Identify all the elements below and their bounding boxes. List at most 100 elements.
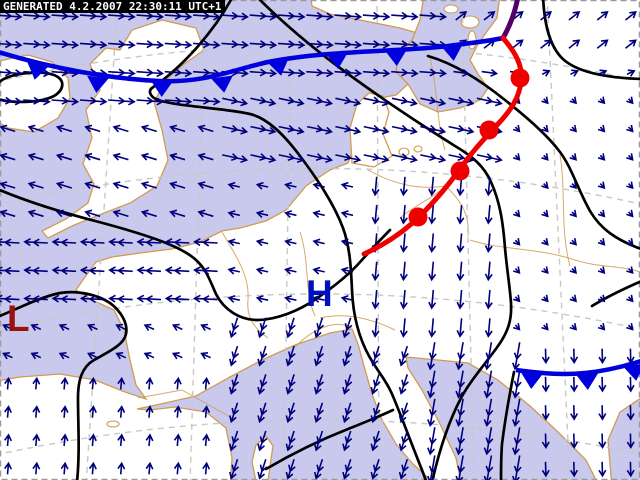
wind-arrow [0, 124, 16, 133]
wind-arrow [32, 376, 41, 390]
wind-arrow [427, 455, 437, 480]
wind-arrow [108, 266, 133, 275]
wind-arrow [456, 318, 465, 338]
wind-arrow [420, 96, 447, 107]
wind-arrow [27, 209, 44, 218]
wind-arrow [284, 295, 297, 303]
wind-arrow [448, 124, 475, 135]
wind-arrow [88, 461, 97, 475]
wind-arrow [512, 124, 521, 133]
cold-front-triangle [211, 75, 233, 93]
ionian-inlet [607, 397, 640, 480]
wind-arrow [340, 295, 354, 303]
small-island [467, 30, 477, 50]
wind-arrow [257, 345, 268, 367]
wind-arrow [370, 374, 381, 395]
wind-arrow [568, 39, 581, 49]
wind-arrow [284, 210, 297, 218]
wind-arrow [197, 181, 214, 189]
country-border [319, 315, 396, 331]
wind-arrow [173, 405, 182, 418]
wind-arrow [51, 40, 80, 49]
country-border-layer [137, 57, 640, 419]
wind-arrow [136, 96, 165, 106]
wind-arrow [420, 153, 447, 163]
wind-arrow [484, 176, 493, 197]
wind-arrow [88, 405, 97, 418]
wind-arrow [313, 402, 325, 424]
wind-arrow [249, 68, 278, 78]
wind-arrow [342, 430, 353, 452]
isobar [264, 408, 395, 471]
wind-arrow [32, 461, 41, 475]
wind-arrow [284, 266, 297, 275]
wind-arrow [0, 266, 20, 275]
wind-arrow [427, 370, 437, 399]
wind-arrow [597, 322, 606, 331]
wind-arrow [27, 152, 44, 161]
wind-arrow [455, 455, 466, 480]
wind-arrow [512, 322, 521, 331]
small-island [413, 145, 423, 153]
wind-arrow [512, 238, 521, 246]
wind-arrow [626, 433, 635, 450]
wind-arrow [84, 124, 101, 133]
wind-arrow [197, 124, 214, 133]
wind-arrow [569, 96, 578, 105]
cold-front-triangle [576, 373, 598, 390]
wind-arrow [55, 124, 73, 133]
wind-arrow [306, 40, 334, 49]
wind-arrow [453, 68, 470, 77]
wind-arrow [32, 405, 41, 418]
wind-arrow [4, 433, 13, 447]
wind-arrow [569, 124, 578, 133]
wind-arrow [541, 461, 550, 478]
wind-arrow [193, 96, 221, 106]
wind-arrow [140, 124, 157, 133]
wind-arrow [399, 205, 408, 225]
wind-arrow [255, 238, 269, 247]
wind-arrow [626, 322, 634, 331]
wind-arrow [58, 323, 70, 332]
wind-arrow [626, 124, 634, 133]
wind-arrow [626, 376, 635, 393]
wind-arrow [598, 69, 608, 77]
graticule-line [0, 167, 640, 205]
isobar [0, 290, 128, 480]
wind-arrow [340, 266, 354, 275]
wind-arrow [0, 68, 23, 78]
wind-arrow [626, 153, 634, 161]
wind-arrow [370, 430, 381, 452]
graticule-line [546, 0, 571, 480]
wind-arrow [164, 68, 193, 78]
wind-arrow [229, 317, 240, 339]
wind-arrow [419, 68, 448, 78]
wind-arrow [511, 427, 522, 456]
adriatic-sea [405, 356, 597, 480]
wind-arrow [569, 181, 578, 190]
wind-arrow [255, 210, 269, 218]
wind-arrow [456, 205, 465, 225]
isobar [426, 54, 640, 250]
wind-arrow [164, 266, 190, 275]
wind-arrow [313, 317, 325, 339]
wind-arrow [371, 176, 380, 197]
wind-arrow [108, 294, 133, 304]
wind-arrow [362, 68, 391, 78]
wind-arrow [597, 209, 606, 218]
wind-arrow [483, 370, 494, 399]
wind-arrow [455, 342, 466, 371]
wind-arrow [284, 181, 297, 190]
wind-arrow [27, 181, 44, 189]
wind-arrow [511, 39, 524, 49]
wind-arrow [58, 352, 70, 360]
wind-arrow [483, 11, 496, 21]
wind-arrow [313, 430, 325, 452]
wind-arrow [108, 237, 133, 247]
graticule-line [0, 293, 640, 330]
wind-arrow [0, 11, 23, 21]
wind-arrow [511, 342, 522, 371]
wind-arrow [306, 68, 334, 78]
country-border [221, 231, 269, 339]
